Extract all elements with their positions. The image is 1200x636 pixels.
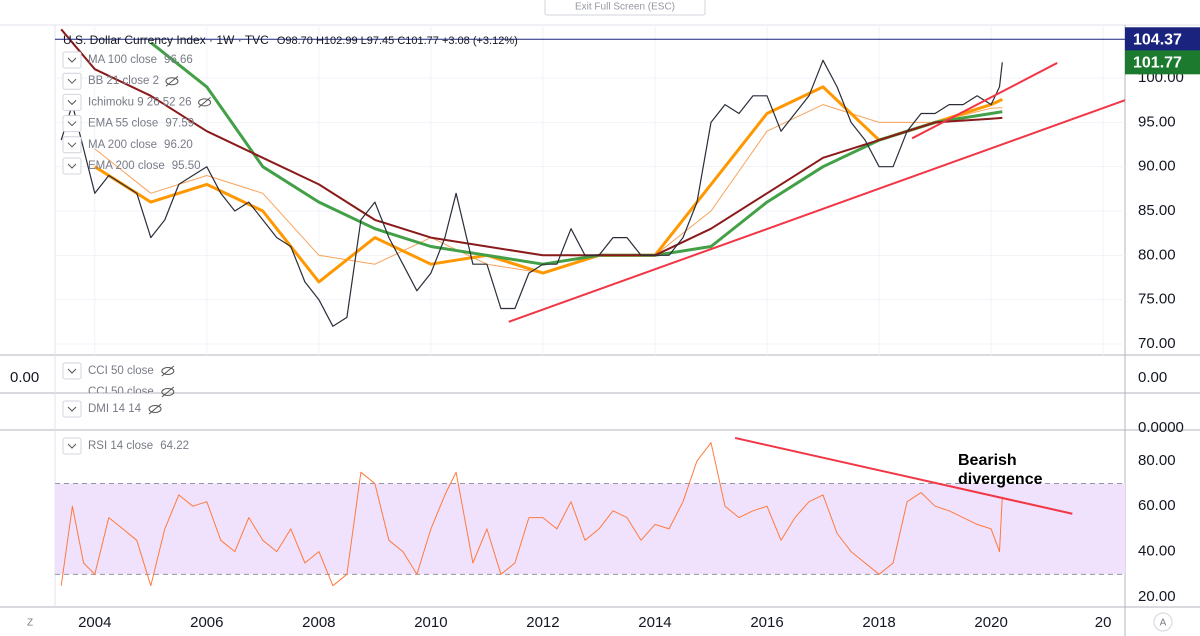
trendline — [911, 62, 1058, 140]
trendline — [734, 436, 1073, 515]
trendline — [508, 99, 1125, 323]
auto-scale-button[interactable] — [1153, 612, 1173, 632]
indicator-line — [60, 28, 1003, 257]
hidden-icon — [161, 388, 175, 396]
corner-right[interactable]: A — [1160, 618, 1167, 629]
legend-value: 97.59 — [165, 118, 194, 130]
price-label: 101.77 — [1133, 55, 1182, 72]
hidden-icon — [161, 365, 175, 377]
hidden-icon — [148, 403, 162, 415]
ohlc: O98.70 H102.99 L97.45 C101.77 +3.08 (+3.… — [277, 35, 518, 47]
x-tick-label: 2006 — [190, 614, 223, 631]
legend-value: 96.66 — [164, 54, 193, 66]
chevron-icon — [67, 100, 77, 106]
legend-name: BB 21 close 2 — [88, 75, 159, 87]
series-line — [60, 59, 1003, 327]
legend-value: 95.50 — [172, 160, 201, 172]
collapse-button[interactable] — [62, 157, 82, 175]
legend-name: Ichimoku 9 26 52 26 — [88, 96, 192, 108]
chevron-icon — [67, 57, 77, 63]
collapse-button[interactable] — [62, 93, 82, 111]
y-tick-label: 80.00 — [1138, 246, 1176, 263]
dmi-label: DMI 14 14 — [88, 403, 142, 415]
y-tick-label: 90.00 — [1138, 158, 1176, 175]
hidden-icon — [161, 386, 175, 398]
legend-name: EMA 200 close — [88, 160, 165, 172]
x-tick-label: 2012 — [526, 614, 559, 631]
hidden-icon — [161, 367, 175, 375]
rsi-plot — [55, 436, 1125, 587]
collapse-button[interactable] — [62, 362, 82, 380]
corner-left[interactable]: Z — [27, 618, 33, 629]
cci-label: CCI 50 close — [88, 365, 154, 377]
collapse-button[interactable] — [62, 437, 82, 455]
cci-left-value: 0.00 — [10, 369, 39, 386]
y-tick-label: 80.00 — [1138, 452, 1176, 469]
y-tick-label: 20.00 — [1138, 588, 1176, 605]
hidden-icon — [198, 98, 212, 107]
x-tick-label: 2016 — [750, 614, 783, 631]
series-line — [60, 442, 1003, 587]
x-tick-label: 2018 — [862, 614, 895, 631]
chevron-icon — [67, 163, 77, 169]
collapse-button[interactable] — [62, 136, 82, 154]
hidden-icon — [165, 75, 179, 87]
hidden-icon — [148, 405, 162, 413]
annotation: divergence — [958, 471, 1043, 488]
cci-right-value: 0.00 — [1138, 369, 1167, 386]
legend-value: 96.20 — [164, 139, 193, 151]
price-plot — [55, 25, 1125, 355]
chevron-icon — [67, 443, 77, 449]
chevron-icon — [67, 121, 77, 127]
x-tick-label: 2014 — [638, 614, 671, 631]
y-tick-label: 85.00 — [1138, 202, 1176, 219]
legend-name: EMA 55 close — [88, 118, 158, 130]
y-tick-label: 60.00 — [1138, 497, 1176, 514]
collapse-button[interactable] — [62, 51, 82, 69]
dmi-right-value: 0.0000 — [1138, 419, 1184, 436]
legend-name: MA 100 close — [88, 54, 157, 66]
hidden-icon — [165, 77, 179, 86]
collapse-button[interactable] — [62, 72, 82, 90]
collapse-button[interactable] — [62, 400, 82, 418]
x-tick-label: 2008 — [302, 614, 335, 631]
chevron-icon — [67, 406, 77, 412]
x-tick-label: 2020 — [974, 614, 1007, 631]
chevron-icon — [67, 78, 77, 84]
chevron-icon — [67, 142, 77, 148]
x-tick-label: 2010 — [414, 614, 447, 631]
x-tick-label: 20 — [1095, 614, 1112, 631]
price-label-box — [1125, 50, 1200, 75]
price-label: 104.37 — [1133, 31, 1182, 48]
legend-value: 64.22 — [160, 440, 189, 452]
cci-clip: CCI 50 close — [88, 386, 154, 398]
y-tick-label: 70.00 — [1138, 335, 1176, 352]
exit-label[interactable]: Exit Full Screen (ESC) — [575, 2, 675, 13]
annotation: Bearish — [958, 452, 1017, 469]
cci-label: CCI 50 close — [88, 386, 154, 398]
chart-title: U.S. Dollar Currency Index · 1W · TVC — [63, 33, 269, 47]
exit-button[interactable] — [544, 0, 706, 16]
hidden-icon — [198, 97, 211, 108]
rsi-band — [55, 483, 1125, 575]
chevron-icon — [67, 368, 77, 374]
y-tick-label: 75.00 — [1138, 291, 1176, 308]
legend-name: RSI 14 close — [88, 440, 153, 452]
y-tick-label: 95.00 — [1138, 113, 1176, 130]
price-label-box — [1125, 27, 1200, 52]
legend-name: MA 200 close — [88, 139, 157, 151]
collapse-button[interactable] — [62, 115, 82, 133]
y-tick-label: 40.00 — [1138, 543, 1176, 560]
x-tick-label: 2004 — [78, 614, 111, 631]
